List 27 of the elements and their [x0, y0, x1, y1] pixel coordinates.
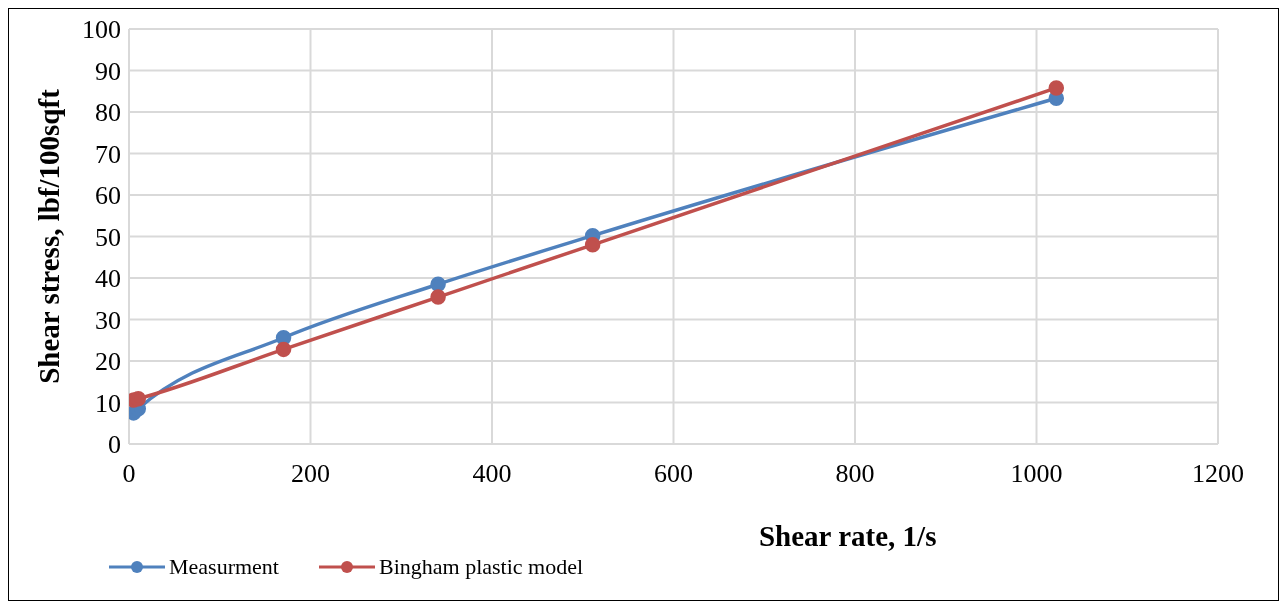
legend-label: Measurment — [168, 554, 279, 580]
y-axis-title: Shear stress, lbf/100sqft — [33, 88, 66, 384]
point — [275, 341, 292, 358]
x-axis-title: Shear rate, 1/s — [759, 520, 937, 552]
y-tick-label: 40 — [95, 264, 121, 294]
y-tick-label: 30 — [95, 305, 121, 335]
x-tick-label: 1200 — [1192, 459, 1244, 489]
y-tick-label: 60 — [95, 181, 121, 211]
y-tick-label: 10 — [95, 388, 121, 418]
y-tick-label: 0 — [108, 430, 121, 460]
point — [584, 237, 601, 253]
legend-label: Bingham plastic model — [377, 554, 584, 580]
point — [430, 276, 446, 292]
y-tick-label: 20 — [95, 347, 121, 377]
x-tick-label: 400 — [472, 459, 512, 489]
x-tick-label: 200 — [291, 459, 330, 489]
y-tick-label: 80 — [95, 98, 121, 128]
point — [1048, 80, 1065, 96]
point — [275, 330, 292, 346]
x-tick-label: 800 — [835, 459, 875, 489]
y-tick-label: 100 — [82, 15, 121, 45]
point — [430, 289, 446, 305]
y-tick-label: 90 — [95, 56, 121, 86]
y-tick-label: 70 — [95, 139, 121, 169]
y-tick-label: 50 — [95, 222, 121, 252]
x-tick-label: 600 — [654, 459, 693, 489]
x-tick-label: 1000 — [1010, 459, 1063, 489]
